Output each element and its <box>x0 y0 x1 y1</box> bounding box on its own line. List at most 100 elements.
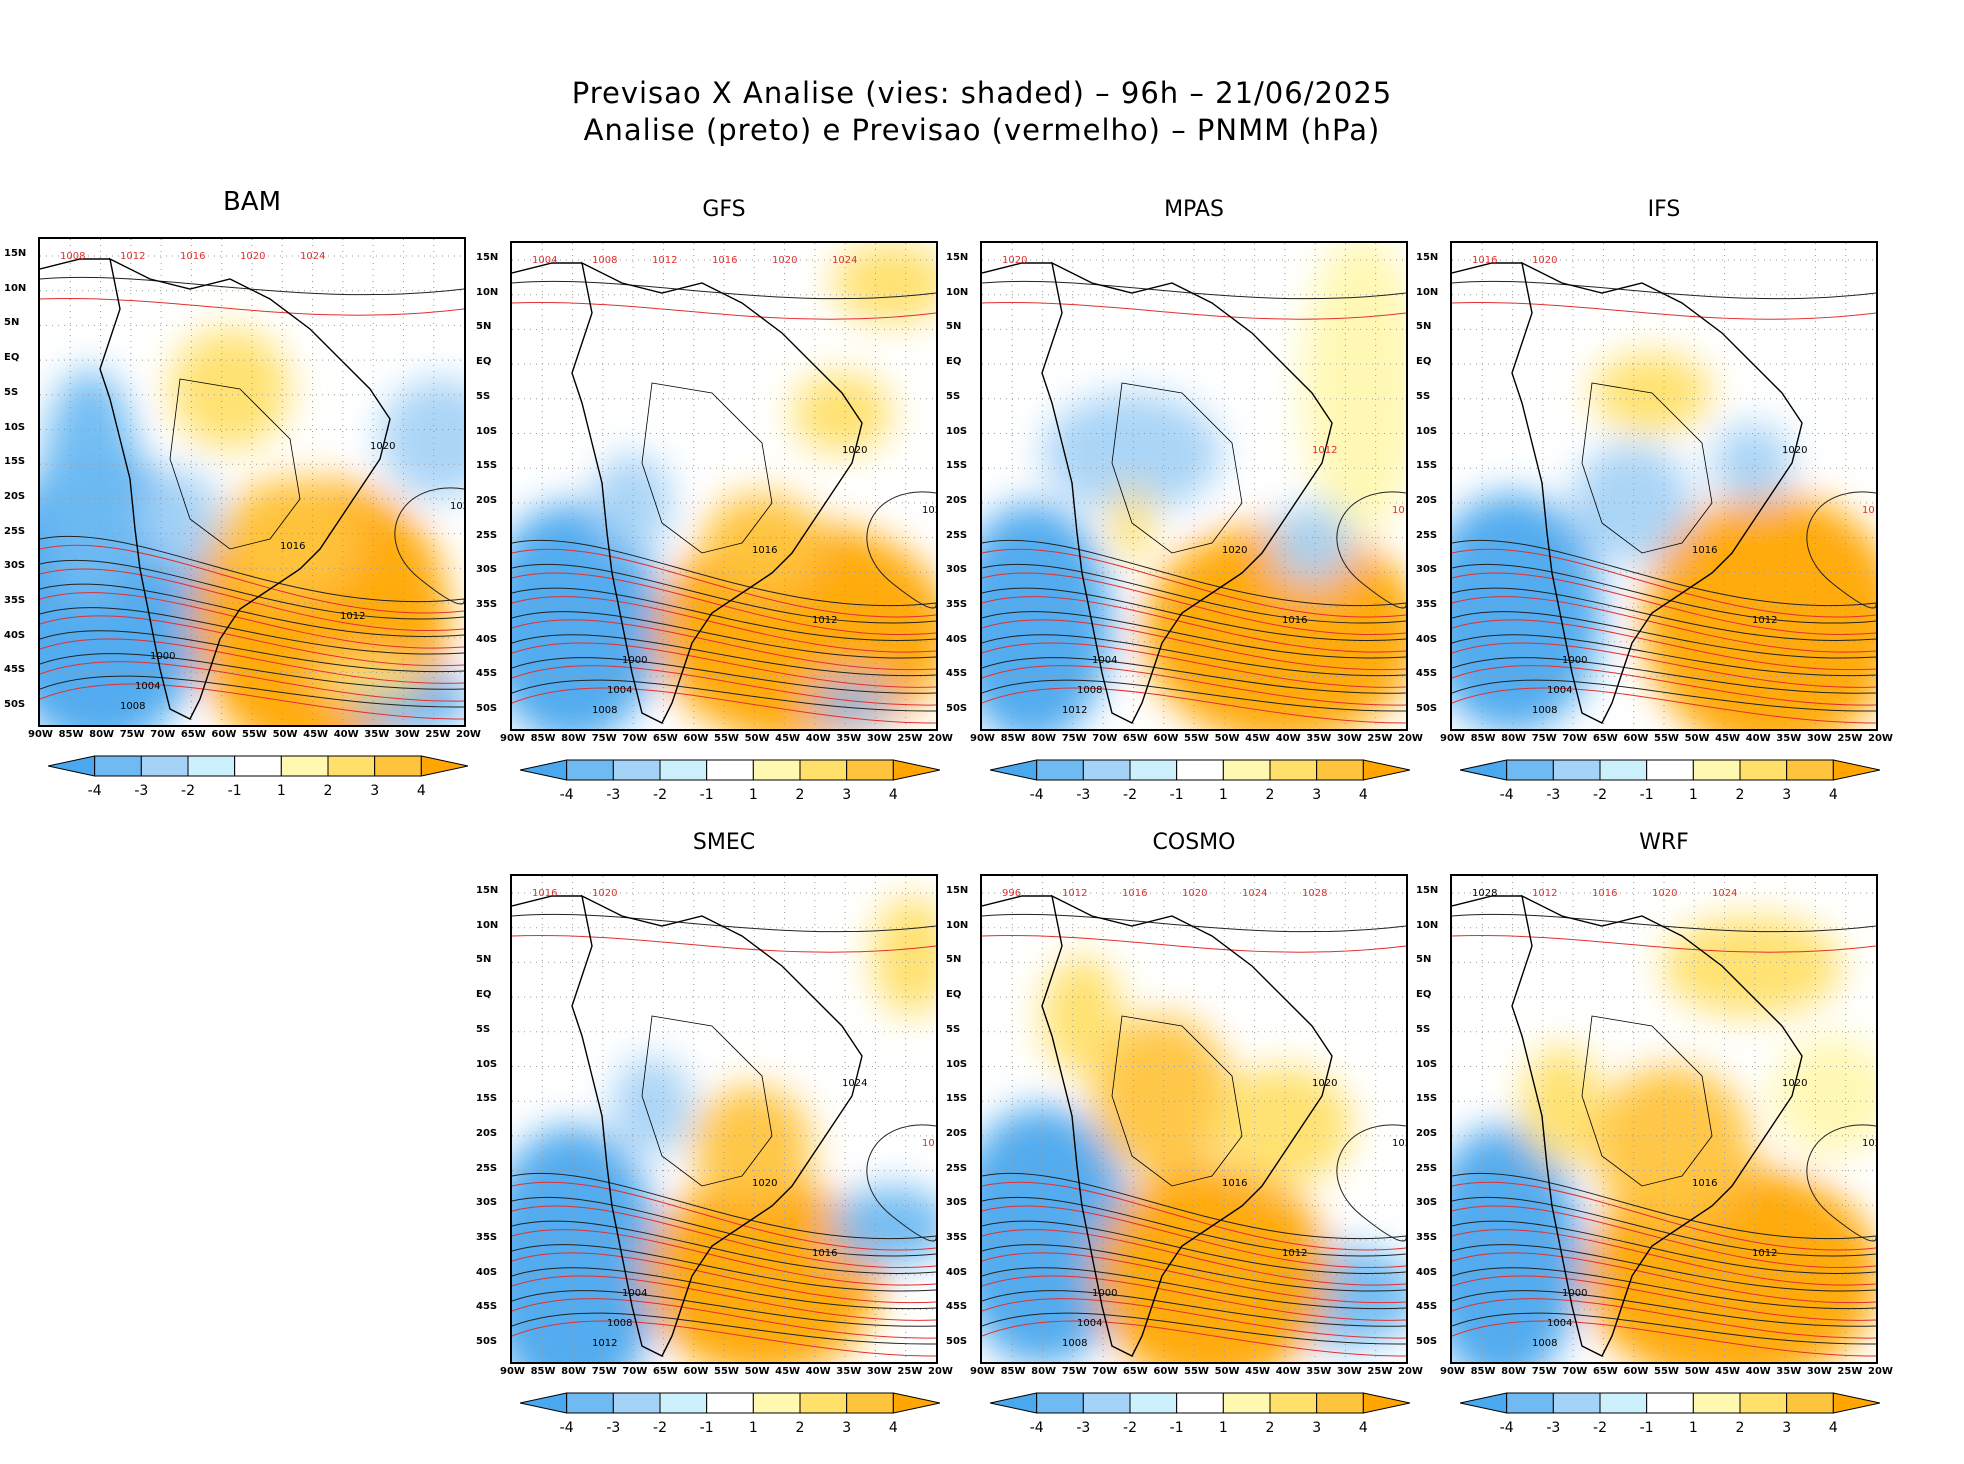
analysis-isobar <box>512 913 936 933</box>
analysis-contour-label: 1008 <box>607 1318 632 1329</box>
lon-tick-label: 70W <box>1092 733 1118 744</box>
colorbar-swatch <box>752 1392 801 1414</box>
forecast-isobar <box>1452 302 1876 320</box>
forecast-isobar <box>982 642 1406 688</box>
lat-tick-label: 5N <box>946 321 962 333</box>
forecast-isobar <box>512 1205 936 1268</box>
lat-tick-label: 15S <box>476 460 498 472</box>
analysis-isobar <box>1452 611 1876 659</box>
colorbar-label: -3 <box>134 783 149 799</box>
lat-tick-label: 15N <box>4 248 27 259</box>
lon-tick-label: 25W <box>1367 1366 1393 1377</box>
analysis-contour-label: 1008 <box>1532 705 1557 716</box>
analysis-isobar <box>512 1267 936 1310</box>
lat-tick-label: 30S <box>946 1197 968 1209</box>
analysis-contour-label: 1008 <box>1062 1338 1087 1349</box>
forecast-contour-label: 1016 <box>532 888 557 899</box>
bias-region <box>1642 493 1876 729</box>
lon-tick-label: 80W <box>1031 733 1057 744</box>
analysis-contour-label: 1024 <box>1862 1138 1876 1149</box>
panel-title: MPAS <box>1164 197 1224 222</box>
lat-tick-label: 30S <box>4 560 26 572</box>
lon-tick-label: 70W <box>1562 733 1588 744</box>
lat-tick-label: 15S <box>1416 460 1438 472</box>
lon-tick-label: 60W <box>211 729 237 740</box>
bias-region <box>812 683 892 723</box>
analysis-isobar <box>512 611 936 659</box>
lon-tick-label: 40W <box>333 729 359 740</box>
forecast-contour-label: 1016 <box>1392 505 1406 516</box>
analysis-contour-label: 1004 <box>1077 1318 1102 1329</box>
bias-region <box>1042 956 1122 1076</box>
lon-tick-label: 70W <box>622 1366 648 1377</box>
panel-mpas: MPAS1004100810121016102010121016102015N1… <box>942 191 1450 831</box>
bias-region <box>1092 1166 1332 1362</box>
figure-title-line2: Analise (preto) e Previsao (vermelho) – … <box>583 113 1381 147</box>
analysis-isobar <box>982 539 1406 607</box>
lon-tick-label: 25W <box>897 733 923 744</box>
lat-tick-label: 45S <box>476 1301 498 1313</box>
coastline <box>1041 894 1333 1357</box>
forecast-isobar <box>512 1181 936 1251</box>
panel-title: WRF <box>1639 830 1689 855</box>
colorbar-swatch <box>1222 1392 1271 1414</box>
colorbar: -4 -3 -2 -1 1 2 3 4 <box>989 1392 1411 1440</box>
lat-tick-label: 10S <box>4 421 26 433</box>
lon-tick-label: 50W <box>1684 1366 1710 1377</box>
analysis-contour-label: 1012 <box>1062 705 1087 716</box>
lat-tick-label: 10N <box>1416 919 1439 931</box>
lat-tick-label: 50S <box>946 1336 968 1348</box>
lon-tick-label: 85W <box>1470 733 1496 744</box>
lat-tick-label: 40S <box>946 1266 968 1278</box>
analysis-isobar <box>866 491 936 609</box>
forecast-isobar <box>1452 665 1876 706</box>
lat-tick-label: 40S <box>1416 633 1438 645</box>
analysis-contour-label: 1004 <box>607 685 632 696</box>
forecast-isobar <box>982 1205 1406 1268</box>
colorbar-label: 1 <box>1218 1420 1228 1436</box>
colorbar-swatch <box>1036 759 1084 781</box>
lon-tick-label: 35W <box>1776 1366 1802 1377</box>
analysis-isobar <box>40 630 464 673</box>
lon-tick-label: 50W <box>744 1366 770 1377</box>
lon-tick-label: 45W <box>775 1366 801 1377</box>
bias-region <box>832 243 936 323</box>
forecast-isobar <box>982 1320 1406 1357</box>
analysis-isobar <box>982 611 1406 659</box>
analysis-isobar <box>512 1172 936 1240</box>
forecast-contour-label: 1012 <box>1532 888 1557 899</box>
forecast-isobar <box>1452 687 1876 724</box>
lon-tick-label: 55W <box>1654 1366 1679 1377</box>
colorbar-label: -4 <box>1029 787 1044 803</box>
lon-tick-label: 20W <box>1868 1366 1893 1377</box>
lat-tick-label: 5N <box>476 954 492 966</box>
panel-bam: BAM1000100410081012101610201024100810121… <box>0 187 508 827</box>
lon-tick-label: 60W <box>1623 1366 1649 1377</box>
bias-heatmap: 1004 1008 1012 1016 1020 1012 1016 1020 <box>982 243 1406 729</box>
analysis-contour-label: 1004 <box>1547 685 1572 696</box>
country-border <box>1111 1015 1243 1187</box>
bias-heatmap: 1000 1004 1008 1012 1016 1020 1024 996 1012 1016 1… <box>982 876 1406 1362</box>
analysis-isobar <box>512 539 936 607</box>
colorbar-label: -3 <box>606 787 621 803</box>
colorbar-swatch <box>1599 1392 1648 1414</box>
colorbar-label: -3 <box>1546 787 1561 803</box>
analysis-contour-label: 1012 <box>592 1338 617 1349</box>
colorbar-swatch <box>1036 1392 1084 1414</box>
colorbar-swatch <box>519 759 568 781</box>
analysis-contour-label: 1020 <box>1782 445 1807 456</box>
lon-tick-label: 40W <box>1275 1366 1301 1377</box>
lon-tick-label: 65W <box>652 1366 678 1377</box>
analysis-isobar <box>982 1290 1406 1327</box>
colorbar-swatch <box>846 1392 894 1414</box>
lon-tick-label: 90W <box>500 733 525 744</box>
forecast-isobar <box>40 544 464 614</box>
analysis-contour-label: 1016 <box>1692 545 1717 556</box>
analysis-isobar <box>40 583 464 637</box>
colorbar: -4 -3 -2 -1 1 2 3 4 <box>989 759 1411 807</box>
analysis-contour-label: 1000 <box>1562 655 1587 666</box>
lon-tick-label: 35W <box>1306 1366 1332 1377</box>
lon-tick-label: 30W <box>1336 733 1362 744</box>
lon-tick-label: 80W <box>1031 1366 1057 1377</box>
lat-tick-label: 40S <box>946 633 968 645</box>
